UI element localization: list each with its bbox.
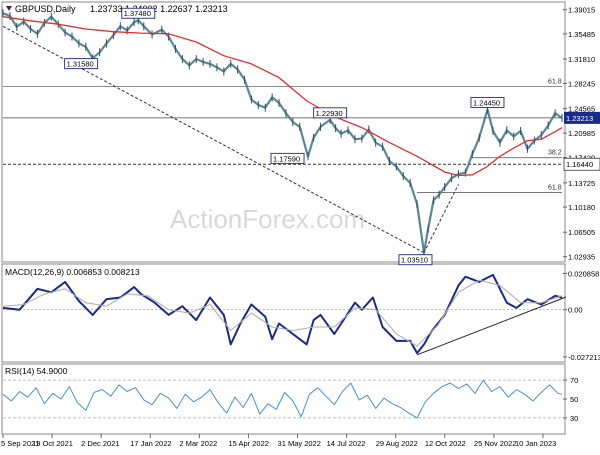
- macd-panel-frame: [1, 263, 566, 363]
- macd-y-tick-label: 0.020858: [568, 269, 599, 278]
- macd-y-tick-label: -0.027213: [568, 353, 600, 362]
- rsi-line: [2, 379, 563, 419]
- price-annotation-box: [270, 152, 305, 164]
- x-axis-tick-label: 29 Aug 2022: [376, 439, 418, 448]
- rsi-y-tick-label: 30: [570, 414, 578, 423]
- x-axis-tick-label: 14 Jul 2022: [327, 439, 366, 448]
- uptrend-line: [423, 184, 459, 253]
- symbol-label: GBPUSD,Daily: [15, 4, 76, 14]
- rsi-title: RSI(14) 54.9000: [5, 366, 68, 376]
- price-annotation-box: [470, 96, 505, 108]
- x-axis-tick-label: 2 Mar 2022: [179, 439, 217, 448]
- x-axis-tick-label: 17 Jan 2022: [130, 439, 171, 448]
- support-level-box: [563, 157, 600, 171]
- price-annotation-label: 1.03510: [401, 256, 428, 265]
- x-axis-tick-label: 25 Nov 2022: [474, 439, 517, 448]
- price-annotation-box: [398, 254, 433, 266]
- price-layer: 1.39015 1.35485 1.31810 1.28245 1.24565 1.209…: [2, 6, 600, 266]
- support-level-label: 1.16440: [566, 160, 593, 169]
- rsi-layer: 70 50 30: [2, 376, 578, 423]
- price-annotation-label: 1.37480: [124, 9, 151, 18]
- x-axis-tick-label: 12 Oct 2022: [425, 439, 466, 448]
- price-y-tick-label: 1.10180: [568, 203, 595, 212]
- price-annotation-label: 1.24450: [473, 98, 500, 107]
- price-y-tick-label: 1.24565: [568, 105, 595, 114]
- watermark-text: ActionForex.com: [170, 204, 365, 234]
- price-annotation-label: 1.31580: [67, 60, 94, 69]
- price-y-tick-label: 1.13725: [568, 179, 595, 188]
- macd-title: MACD(12,26,9) 0.006853 0.008213: [5, 267, 140, 277]
- ohlc-values: 1.23733 1.24002 1.22637 1.23213: [90, 4, 228, 14]
- price-y-tick-label: 1.39015: [568, 6, 595, 15]
- x-axis-tick-label: 2 Dec 2021: [81, 439, 119, 448]
- macd-signal-line: [2, 279, 563, 347]
- macd-y-tick-label: 0.00: [568, 306, 583, 315]
- price-annotation-box: [313, 107, 348, 119]
- rsi-y-tick-label: 50: [570, 395, 578, 404]
- x-axis-tick-label: 31 May 2022: [278, 439, 321, 448]
- price-y-tick-label: 1.35485: [568, 30, 595, 39]
- price-annotation-label: 1.17590: [273, 154, 300, 163]
- x-axis-tick-label: 15 Apr 2022: [228, 439, 268, 448]
- price-y-tick-label: 1.06505: [568, 228, 595, 237]
- moving-average-line: [2, 16, 563, 177]
- price-annotation-label: 1.22930: [316, 109, 343, 118]
- price-panel-frame: [1, 1, 566, 263]
- x-axis-tick-label: 10 Jan 2023: [515, 439, 556, 448]
- macd-trendline: [416, 296, 567, 356]
- current-price-label: 1.23213: [566, 114, 593, 123]
- fib-level-label: 61.8: [548, 78, 562, 85]
- x-axis-tick-label: 19 Oct 2021: [32, 439, 73, 448]
- macd-layer: 0.020858 0.00 -0.027213: [2, 269, 600, 362]
- rsi-y-tick-label: 70: [570, 376, 578, 385]
- fib-level-label: 61.8: [548, 185, 562, 192]
- price-y-tick-label: 1.02935: [568, 253, 595, 262]
- caret-down-icon: [6, 6, 12, 11]
- price-annotation-box: [121, 7, 156, 19]
- chart-header: GBPUSD,Daily 1.23733 1.24002 1.22637 1.2…: [6, 4, 228, 14]
- current-price-box: [564, 111, 600, 124]
- x-axis-tick-label: 5 Sep 2021: [1, 439, 39, 448]
- price-y-tick-label: 1.31810: [568, 55, 595, 64]
- fib-level-label: 38.2: [548, 150, 562, 157]
- price-annotation-box: [64, 58, 99, 70]
- price-y-tick-label: 1.20985: [568, 129, 595, 138]
- price-y-tick-label: 1.28245: [568, 79, 595, 88]
